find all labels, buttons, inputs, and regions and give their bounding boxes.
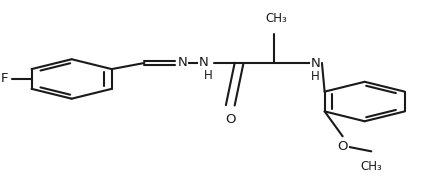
Text: N: N — [199, 55, 209, 69]
Text: N: N — [178, 56, 187, 70]
Text: F: F — [1, 72, 9, 86]
Text: CH₃: CH₃ — [361, 160, 382, 173]
Text: H: H — [204, 69, 213, 82]
Text: O: O — [225, 113, 235, 126]
Text: CH₃: CH₃ — [266, 12, 287, 25]
Text: N: N — [310, 57, 320, 70]
Text: H: H — [311, 70, 320, 83]
Text: O: O — [337, 140, 348, 153]
